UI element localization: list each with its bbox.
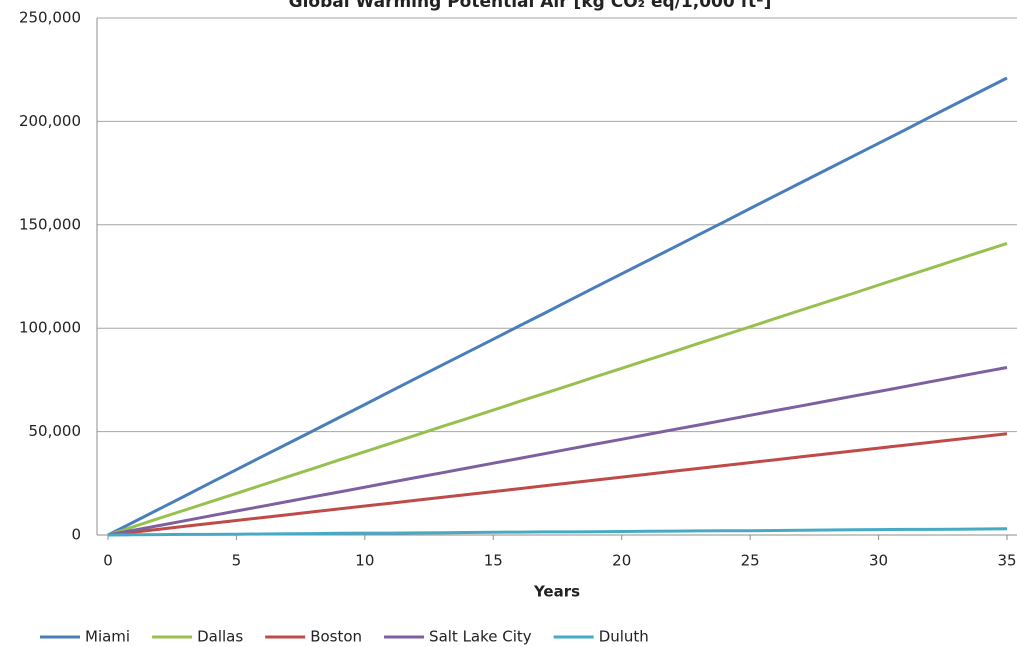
y-tick-label: 100,000 xyxy=(19,319,81,337)
x-tick-label: 20 xyxy=(612,552,631,570)
x-tick-label: 10 xyxy=(355,552,374,570)
series-line xyxy=(107,76,1008,537)
y-tick-label: 200,000 xyxy=(19,112,81,130)
legend-label: Boston xyxy=(310,628,362,646)
series-line xyxy=(107,241,1008,537)
y-tick-label: 50,000 xyxy=(29,422,82,440)
series-line xyxy=(107,366,1008,537)
legend-label: Dallas xyxy=(197,628,243,646)
x-tick-label: 0 xyxy=(103,552,113,570)
y-tick-label: 250,000 xyxy=(19,9,81,27)
x-axis-label: Years xyxy=(533,583,580,601)
y-tick-label: 150,000 xyxy=(19,215,81,233)
x-tick-label: 25 xyxy=(741,552,760,570)
x-tick-label: 15 xyxy=(484,552,503,570)
series-line xyxy=(107,527,1008,537)
chart-title: Global Warming Potential Air [kg CO₂ eq/… xyxy=(289,0,772,12)
y-tick-label: 0 xyxy=(71,526,81,544)
legend-label: Salt Lake City xyxy=(429,628,532,646)
series-line xyxy=(107,432,1008,537)
x-tick-label: 5 xyxy=(232,552,242,570)
x-tick-label: 30 xyxy=(869,552,888,570)
legend-label: Miami xyxy=(85,628,130,646)
x-tick-label: 35 xyxy=(997,552,1016,570)
legend-label: Duluth xyxy=(599,628,649,646)
